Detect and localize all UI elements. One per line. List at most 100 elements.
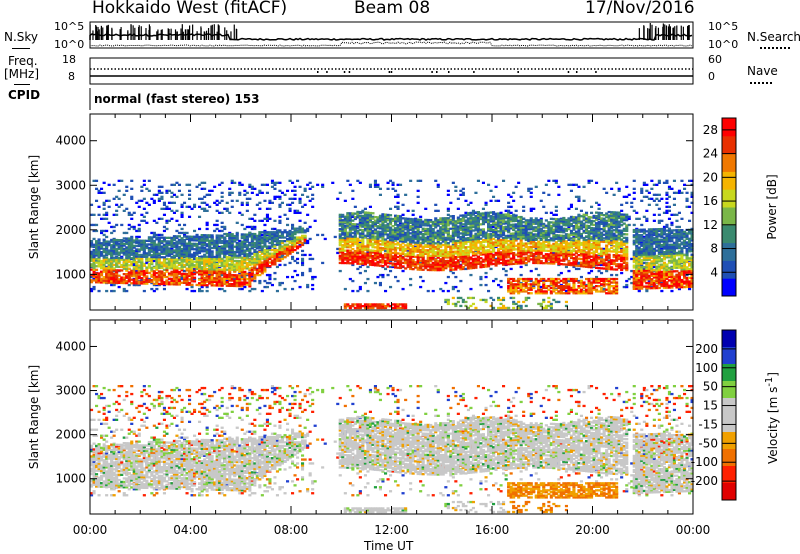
power-cell	[368, 183, 372, 186]
power-cell	[150, 248, 154, 251]
power-cell	[137, 259, 141, 262]
power-cell	[122, 244, 126, 247]
power-cell	[152, 282, 156, 285]
power-cell	[132, 280, 136, 283]
power-cell	[92, 254, 96, 257]
power-cell	[286, 275, 290, 279]
power-cell	[195, 266, 199, 269]
power-cell	[155, 272, 159, 275]
power-cell	[152, 233, 156, 237]
power-cell	[200, 285, 204, 289]
power-cell	[396, 201, 400, 204]
power-cell	[137, 250, 141, 253]
power-cell	[110, 231, 114, 235]
power-cell	[190, 289, 194, 293]
mhz-label: [MHz]	[4, 67, 40, 81]
power-cell	[137, 269, 141, 273]
power-cell	[95, 187, 99, 190]
power-cell	[198, 241, 202, 244]
power-cell	[170, 191, 174, 194]
power-cell	[102, 238, 106, 241]
power-cell	[175, 254, 179, 258]
power-cell	[145, 271, 149, 275]
power-cell	[238, 191, 242, 194]
power-cell	[265, 191, 269, 194]
power-cell	[280, 191, 284, 194]
power-cell	[195, 267, 199, 271]
power-cell	[130, 251, 134, 255]
power-cell	[90, 245, 94, 248]
power-cell	[167, 236, 171, 239]
power-cell	[110, 247, 114, 250]
power-cell	[384, 289, 388, 293]
power-cell	[311, 185, 315, 188]
power-cell	[200, 207, 204, 210]
power-cell	[167, 240, 171, 243]
power-cell	[273, 187, 277, 190]
power-cell	[112, 240, 116, 243]
power-cell	[97, 240, 101, 243]
power-cell	[157, 261, 161, 264]
power-cell	[95, 279, 99, 282]
power-cell	[183, 231, 187, 235]
power-cell	[296, 261, 300, 265]
power-cell	[157, 247, 161, 250]
power-cell	[333, 235, 337, 239]
power-cell	[122, 262, 126, 265]
power-cell	[162, 238, 166, 241]
power-cell	[190, 258, 194, 261]
power-cell	[200, 197, 204, 200]
power-cell	[265, 215, 269, 218]
power-cell	[459, 296, 463, 300]
power-cell	[157, 257, 161, 261]
power-cell	[125, 281, 129, 285]
power-cell	[130, 195, 134, 198]
power-cell	[193, 260, 197, 263]
power-cell	[180, 269, 184, 272]
power-cell	[120, 264, 124, 267]
power-cell	[172, 265, 176, 268]
power-cell	[110, 238, 114, 242]
power-cell	[193, 239, 197, 242]
power-cell	[97, 245, 101, 248]
power-cell	[273, 219, 277, 222]
power-cell	[112, 246, 116, 249]
power-cell	[102, 261, 106, 264]
power-cell	[225, 209, 229, 212]
power-cell	[167, 243, 171, 247]
power-cell	[107, 281, 111, 284]
power-cell	[112, 244, 116, 247]
power-cell	[278, 181, 282, 184]
power-cell	[172, 211, 176, 214]
power-cell	[105, 245, 109, 249]
nave-dot	[348, 71, 351, 73]
power-cell	[155, 252, 159, 255]
power-cell	[253, 219, 257, 222]
power-cell	[130, 257, 134, 260]
power-cell	[125, 276, 129, 279]
power-cell	[95, 229, 99, 233]
power-cell	[183, 244, 187, 247]
power-cell	[127, 244, 131, 247]
power-cell	[137, 243, 141, 246]
power-cell	[170, 201, 174, 204]
power-cell	[95, 258, 99, 261]
power-cell	[502, 298, 506, 302]
power-cell	[185, 269, 189, 272]
power-cell	[235, 199, 239, 202]
power-cell	[484, 283, 488, 287]
power-cell	[504, 273, 508, 277]
power-cell	[162, 203, 166, 206]
power-cell	[172, 270, 176, 273]
power-cell	[157, 248, 161, 252]
power-cell	[255, 193, 259, 196]
power-cell	[303, 221, 307, 224]
power-cell	[283, 287, 287, 291]
power-cell	[464, 199, 468, 202]
power-cell	[185, 263, 189, 267]
nave-dot	[517, 71, 519, 73]
power-cell	[502, 267, 506, 271]
power-cell	[190, 248, 194, 251]
power-cell	[167, 207, 171, 210]
power-cell	[293, 185, 297, 188]
